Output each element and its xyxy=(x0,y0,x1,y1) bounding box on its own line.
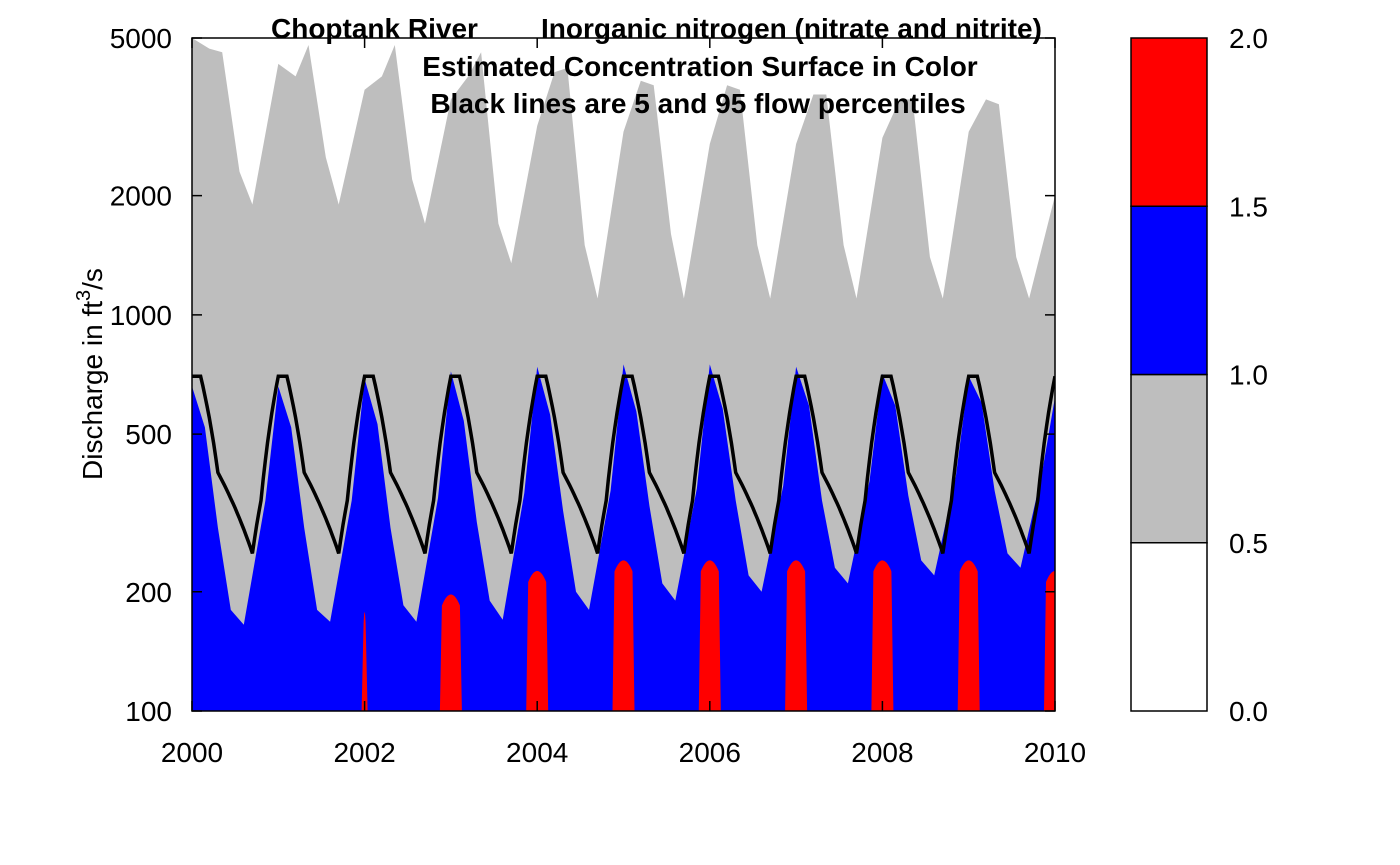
band-red-patch xyxy=(361,612,368,711)
colorbar-segment xyxy=(1130,37,1208,207)
band-red-patch xyxy=(871,560,894,711)
colorbar-segment xyxy=(1130,205,1208,376)
band-red-patch xyxy=(1044,571,1055,711)
y-tick-label: 5000 xyxy=(110,23,172,54)
band-red-patch xyxy=(526,571,549,711)
colorbar-tick-label: 0.5 xyxy=(1229,528,1268,559)
band-red-patch xyxy=(439,594,462,711)
chart-title: Choptank River Inorganic nitrogen (nitra… xyxy=(271,13,1042,119)
colorbar-tick-label: 2.0 xyxy=(1229,23,1268,54)
band-red-patch xyxy=(957,560,980,711)
colorbar-segment xyxy=(1130,373,1208,544)
y-tick-label: 500 xyxy=(125,419,172,450)
x-tick-label: 2002 xyxy=(333,737,395,768)
y-axis-title-main: Discharge in ft xyxy=(77,301,108,480)
title-constituent: Inorganic nitrogen (nitrate and nitrite) xyxy=(541,13,1042,44)
y-tick-label: 100 xyxy=(125,696,172,727)
y-axis-title-suffix: /s xyxy=(77,268,108,290)
y-tick-label: 2000 xyxy=(110,181,172,212)
x-tick-label: 2006 xyxy=(679,737,741,768)
title-line-3: Black lines are 5 and 95 flow percentile… xyxy=(430,88,965,119)
colorbar-tick-label: 1.5 xyxy=(1229,191,1268,222)
band-red-patch xyxy=(612,560,635,711)
title-line-2: Estimated Concentration Surface in Color xyxy=(422,51,978,82)
colorbar: 0.0 0.5 1.0 1.5 2.0 xyxy=(1130,23,1268,727)
colorbar-tick-label: 1.0 xyxy=(1229,360,1268,391)
y-tick-label: 200 xyxy=(125,577,172,608)
colorbar-tick-label: 0.0 xyxy=(1229,696,1268,727)
axes: 2000 2002 2004 2006 2008 2010 100 200 500 1000 200… xyxy=(73,23,1086,768)
plot-area xyxy=(192,38,1055,711)
x-tick-label: 2004 xyxy=(506,737,568,768)
band-red-patch xyxy=(698,560,721,711)
y-axis-title: Discharge in ft3/s xyxy=(73,268,108,480)
title-river: Choptank River xyxy=(271,13,478,44)
flow-percentile-line xyxy=(192,374,1055,554)
band-red-patch xyxy=(785,560,808,711)
band-blue xyxy=(192,364,1055,711)
colorbar-segment xyxy=(1130,542,1208,712)
x-tick-label: 2010 xyxy=(1024,737,1086,768)
x-tick-label: 2000 xyxy=(161,737,223,768)
y-axis-title-superscript: 3 xyxy=(73,290,95,301)
x-tick-label: 2008 xyxy=(851,737,913,768)
surface-fills xyxy=(192,38,1055,711)
plot-frame xyxy=(191,37,1056,712)
y-tick-label: 1000 xyxy=(110,300,172,331)
